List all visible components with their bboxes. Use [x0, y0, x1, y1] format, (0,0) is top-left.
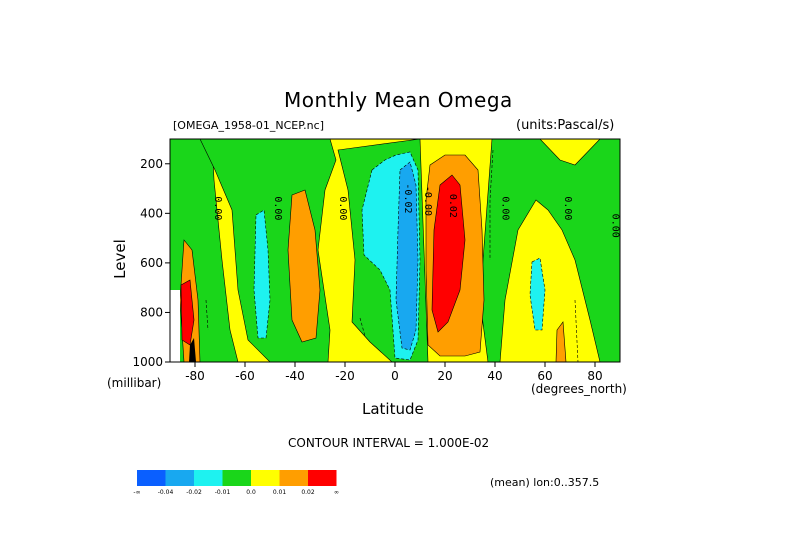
colorbar-label: 0.0 [246, 489, 256, 496]
field-region-negative-cyan-nh [529, 257, 546, 331]
contour-interval-label: CONTOUR INTERVAL = 1.000E-02 [288, 436, 490, 450]
contour-label: 0.00 [212, 196, 223, 220]
contour-line [205, 299, 209, 331]
field-region-positive-orange-midlat [287, 189, 321, 343]
colorbar-label: -0.02 [186, 489, 202, 496]
colorbar-swatch [165, 470, 194, 486]
x-tick-label: 0 [391, 369, 399, 383]
colorbar-label: 0.02 [301, 489, 315, 496]
contour-label: 0.00 [610, 214, 621, 238]
y-tick-label: 800 [140, 305, 163, 319]
y-tick-label: 1000 [132, 355, 163, 369]
colorbar-label: -∞ [133, 489, 140, 496]
mean-longitude-label: (mean) lon:0..357.5 [490, 476, 600, 489]
chart-title: Monthly Mean Omega [284, 88, 513, 112]
contour-label: 0.00 [500, 196, 511, 220]
contour-labels: 0.00 0.00 0.00 -0.02 -0.00 0.02 0.00 0.00 0.00 [212, 183, 621, 237]
field-region-positive-orange-small [555, 321, 567, 362]
field-region-negative-cyan-sh [253, 209, 271, 339]
contour-label: 0.02 [447, 194, 458, 218]
contour-line [489, 149, 494, 260]
x-tick-label: 40 [487, 369, 502, 383]
contour-label: -0.00 [422, 186, 433, 216]
y-axis-ticks: 200 400 600 800 1000 [132, 157, 170, 369]
x-tick-label: -60 [235, 369, 255, 383]
colorbar: -∞ -0.04 -0.02 -0.01 0.0 0.01 0.02 ∞ [133, 470, 339, 496]
colorbar-label: ∞ [334, 489, 339, 496]
field-region-positive-red-sh [180, 279, 195, 346]
field-region-negative-blue-core [395, 161, 419, 351]
field-region-extreme [189, 338, 196, 362]
colorbar-swatch [251, 470, 280, 486]
file-label: [OMEGA_1958-01_NCEP.nc] [173, 119, 324, 132]
x-axis-ticks: -80 -60 -40 -20 0 20 40 60 80 [185, 362, 603, 383]
colorbar-swatch [308, 470, 337, 486]
field-region-nh-green [479, 139, 620, 362]
units-label: (units:Pascal/s) [516, 118, 615, 133]
colorbar-swatch [137, 470, 166, 486]
x-tick-label: -40 [285, 369, 305, 383]
contour-line [574, 299, 579, 362]
x-tick-label: -20 [335, 369, 355, 383]
colorbar-swatch [222, 470, 251, 486]
plot-area [170, 139, 620, 362]
colorbar-label: -0.01 [215, 489, 231, 496]
colorbar-swatch [194, 470, 223, 486]
y-tick-label: 200 [140, 157, 163, 171]
y-tick-label: 400 [140, 206, 163, 220]
contour-label: 0.00 [337, 196, 348, 220]
contour-label: 0.00 [272, 196, 283, 220]
field-region-positive-red-nh [431, 174, 466, 333]
contour-line [359, 317, 366, 337]
x-tick-label: -80 [185, 369, 205, 383]
y-axis-title: Level [111, 239, 129, 279]
colorbar-swatch [279, 470, 308, 486]
missing-data-region [170, 290, 180, 362]
y-axis-units: (millibar) [107, 376, 162, 390]
x-tick-label: 20 [437, 369, 452, 383]
contour-label: 0.00 [562, 196, 573, 220]
x-tick-label: 60 [537, 369, 552, 383]
colorbar-label: 0.01 [273, 489, 287, 496]
contour-label: -0.02 [402, 183, 413, 213]
y-tick-label: 600 [140, 256, 163, 270]
x-tick-label: 80 [587, 369, 602, 383]
x-axis-title: Latitude [362, 400, 424, 418]
colorbar-label: -0.04 [158, 489, 174, 496]
x-axis-units: (degrees_north) [531, 382, 627, 396]
